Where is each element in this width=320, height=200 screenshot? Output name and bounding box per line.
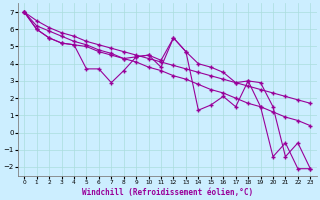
X-axis label: Windchill (Refroidissement éolien,°C): Windchill (Refroidissement éolien,°C) — [82, 188, 253, 197]
